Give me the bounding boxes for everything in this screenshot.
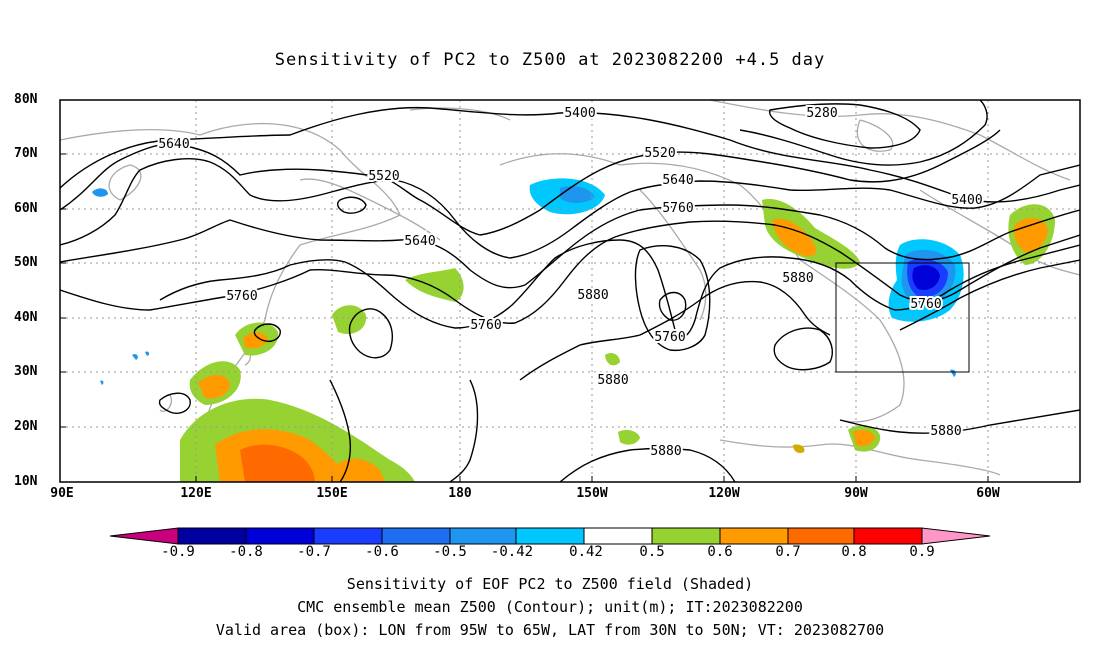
contour-label: 5640 xyxy=(662,173,693,188)
colorbar xyxy=(109,527,991,545)
colorbar-cell xyxy=(787,527,855,545)
z500-contours xyxy=(60,100,1080,482)
contour-label: 5400 xyxy=(564,106,595,121)
colorbar-cell xyxy=(313,527,383,545)
lon-label: 180 xyxy=(448,486,472,501)
caption-line-1: Sensitivity of EOF PC2 to Z500 field (Sh… xyxy=(346,575,754,593)
lat-label: 80N xyxy=(14,92,38,107)
colorbar-label: 0.6 xyxy=(707,544,733,560)
contour-label: 5880 xyxy=(650,444,681,459)
colorbar-label: 0.8 xyxy=(841,544,867,560)
colorbar-label: -0.5 xyxy=(433,544,467,560)
contour-label: 5520 xyxy=(368,169,399,184)
contour-label: 5760 xyxy=(662,201,693,216)
lon-label: 90W xyxy=(844,486,868,501)
colorbar-cell xyxy=(245,527,315,545)
colorbar-cell xyxy=(853,527,923,545)
colorbar-label: 0.5 xyxy=(639,544,665,560)
contour-label: 5880 xyxy=(782,271,813,286)
colorbar-cell xyxy=(583,527,653,545)
colorbar-cell xyxy=(651,527,721,545)
lat-label: 10N xyxy=(14,474,38,489)
map-frame xyxy=(59,99,1081,483)
lon-label: 120E xyxy=(180,486,212,501)
colorbar-max-arrow xyxy=(921,527,991,545)
contour-label: 5400 xyxy=(951,193,982,208)
colorbar-label: -0.42 xyxy=(490,544,534,560)
contour-label: 5760 xyxy=(654,330,685,345)
lat-label: 20N xyxy=(14,419,38,434)
lat-label: 40N xyxy=(14,310,38,325)
colorbar-cell xyxy=(177,527,247,545)
colorbar-label: -0.7 xyxy=(297,544,331,560)
colorbar-cell xyxy=(381,527,451,545)
contour-label: 5760 xyxy=(910,297,941,312)
colorbar-label: 0.42 xyxy=(569,544,603,560)
colorbar-cell xyxy=(515,527,585,545)
contour-label: 5760 xyxy=(470,318,501,333)
lon-label: 150W xyxy=(576,486,608,501)
lat-label: 50N xyxy=(14,255,38,270)
caption-line-3: Valid area (box): LON from 95W to 65W, L… xyxy=(215,621,885,639)
sensitivity-shading xyxy=(92,178,1055,482)
colorbar-label: 0.7 xyxy=(775,544,801,560)
colorbar-cell xyxy=(719,527,789,545)
gridlines xyxy=(60,100,1080,482)
contour-label: 5640 xyxy=(158,137,189,152)
lon-label: 60W xyxy=(976,486,1000,501)
contour-label: 5760 xyxy=(226,289,257,304)
colorbar-label: 0.9 xyxy=(909,544,935,560)
lon-label: 120W xyxy=(708,486,740,501)
colorbar-label: -0.8 xyxy=(229,544,263,560)
colorbar-min-arrow xyxy=(109,527,179,545)
contour-label: 5520 xyxy=(644,146,675,161)
contour-label: 5640 xyxy=(404,234,435,249)
colorbar-cell xyxy=(449,527,517,545)
contour-label: 5880 xyxy=(577,288,608,303)
lon-label: 90E xyxy=(50,486,74,501)
tick-marks xyxy=(60,153,989,482)
lat-label: 30N xyxy=(14,364,38,379)
contour-label: 5880 xyxy=(597,373,628,388)
contour-label: 5280 xyxy=(806,106,837,121)
contour-label: 5880 xyxy=(930,424,961,439)
lat-label: 60N xyxy=(14,201,38,216)
lon-label: 150E xyxy=(316,486,348,501)
lat-label: 70N xyxy=(14,146,38,161)
colorbar-label: -0.6 xyxy=(365,544,399,560)
valid-area-box xyxy=(835,262,970,373)
caption-line-2: CMC ensemble mean Z500 (Contour); unit(m… xyxy=(297,598,803,616)
contour-labels: 5400 5280 5640 5520 5520 5640 5760 5640 … xyxy=(156,104,984,461)
colorbar-label: -0.9 xyxy=(161,544,195,560)
chart-title: Sensitivity of PC2 to Z500 at 2023082200… xyxy=(274,50,826,70)
